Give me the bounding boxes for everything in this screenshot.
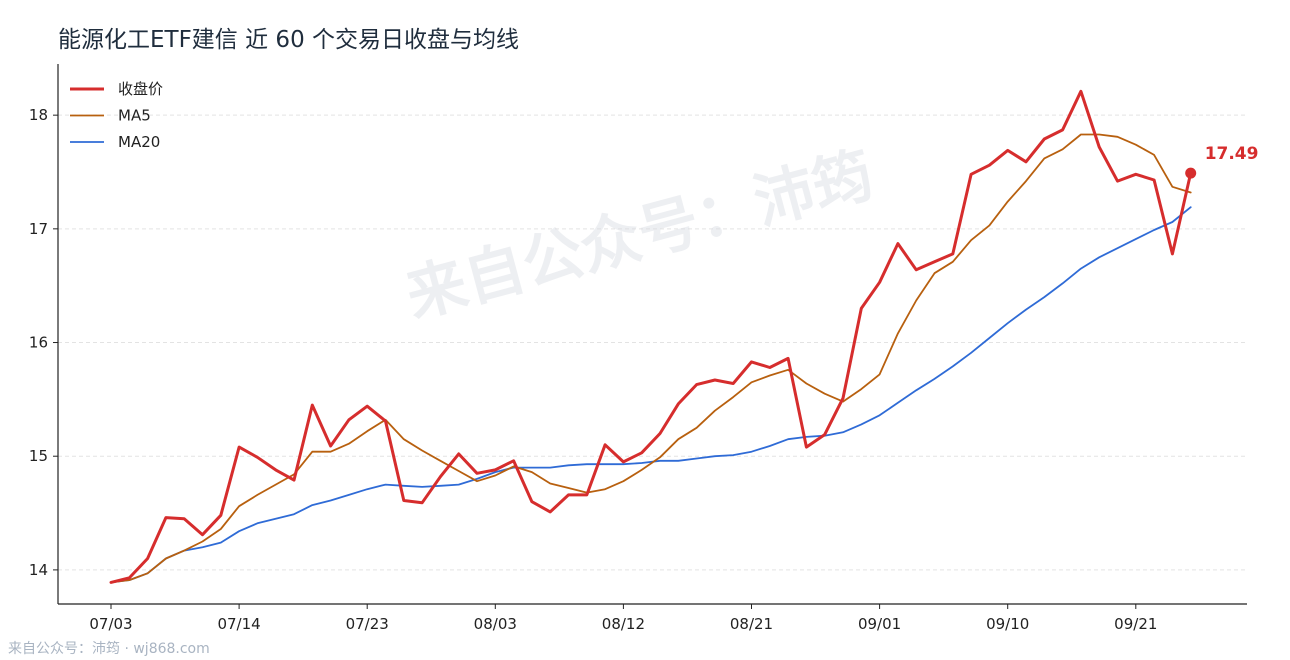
axes: 14 15 16 17 18 07/03 07/14 07/23 08/03 08/12 08/21… [29,64,1247,633]
legend: 收盘价 MA5 MA20 [70,80,163,151]
x-tick-label: 08/12 [602,615,645,633]
y-tick-label: 17 [29,220,48,238]
y-tick-label: 15 [29,447,48,465]
legend-ma20-label: MA20 [118,133,160,151]
x-tick-label: 07/14 [217,615,260,633]
watermark-text: 来自公众号：沛筠 [399,140,881,332]
x-tick-label: 07/03 [89,615,132,633]
x-tick-label: 09/21 [1114,615,1157,633]
chart-title: 能源化工ETF建信 近 60 个交易日收盘与均线 [58,27,520,53]
last-close-point [1185,167,1197,179]
ma5-line [110,133,1192,584]
ma20-line [110,206,1192,584]
grid-lines [58,114,1247,571]
x-tick-label: 07/23 [346,615,389,633]
y-tick-label: 14 [29,561,48,579]
footer-source: 来自公众号：沛筠 · wj868.com [8,641,210,657]
y-tick-label: 18 [29,106,48,124]
close-price-line [109,89,1193,584]
x-tick-label: 09/01 [858,615,901,633]
series-lines [109,89,1193,584]
x-tick-label: 08/21 [730,615,773,633]
x-tick-label: 09/10 [986,615,1029,633]
legend-ma5-label: MA5 [118,107,151,125]
last-close-label: 17.49 [1205,144,1259,164]
x-tick-label: 08/03 [474,615,517,633]
y-tick-label: 16 [29,334,48,352]
legend-close-price-label: 收盘价 [118,80,163,98]
